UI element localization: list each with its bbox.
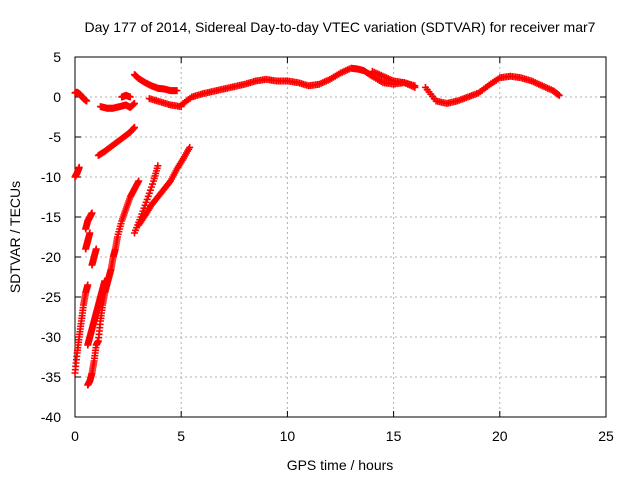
- data-point: [75, 163, 83, 171]
- x-tick-label: 25: [598, 428, 614, 444]
- data-point: [83, 97, 91, 105]
- series-arc-m: [82, 209, 96, 233]
- series-arc-c: [118, 91, 134, 101]
- y-tick-label: -35: [41, 369, 61, 385]
- x-tick-label: 5: [177, 428, 185, 444]
- data-point: [88, 209, 96, 217]
- axis-ticks: [74, 56, 607, 418]
- data-point: [126, 93, 134, 101]
- data-point: [186, 143, 194, 151]
- series-arc-n: [82, 229, 94, 253]
- y-tick-label: -15: [41, 209, 61, 225]
- y-tick-label: -25: [41, 289, 61, 305]
- series-arc-o: [88, 245, 100, 269]
- x-tick-label: 10: [280, 428, 296, 444]
- series-arc-i: [71, 281, 92, 377]
- data-point: [92, 245, 100, 253]
- data-point: [84, 281, 92, 289]
- y-tick-label: 0: [53, 89, 61, 105]
- y-tick-label: 5: [53, 49, 61, 65]
- series-arc-h: [421, 72, 563, 107]
- data-point: [130, 123, 138, 131]
- data-series: [71, 64, 563, 389]
- grid: [75, 57, 606, 417]
- x-axis-label: GPS time / hours: [287, 457, 394, 473]
- y-tick-label: -10: [41, 169, 61, 185]
- data-point: [135, 177, 143, 185]
- series-arc-p: [94, 123, 138, 159]
- series-arc-l: [71, 163, 83, 181]
- data-point: [86, 229, 94, 237]
- y-tick-label: -40: [41, 409, 61, 425]
- y-axis-label: SDTVAR / TECUs: [7, 181, 23, 293]
- x-tick-label: 20: [492, 428, 508, 444]
- data-point: [411, 83, 419, 91]
- series-arc-k: [84, 177, 143, 389]
- data-point: [130, 99, 138, 107]
- series-arc-d: [130, 71, 181, 95]
- series-arc-a: [71, 88, 91, 105]
- data-point: [154, 162, 162, 170]
- tick-labels: 0 5 10 15 20 25 -40 -35 -30 -25 -20 -15 -10 -5 0 5: [41, 49, 614, 444]
- series-arc-b: [96, 99, 138, 112]
- x-tick-label: 0: [71, 428, 79, 444]
- chart-title: Day 177 of 2014, Sidereal Day-to-day VTE…: [85, 19, 596, 35]
- x-tick-label: 15: [386, 428, 402, 444]
- y-tick-label: -20: [41, 249, 61, 265]
- data-point: [555, 91, 563, 99]
- data-point: [173, 87, 181, 95]
- series-arc-f: [177, 64, 419, 109]
- series-arc-g: [368, 67, 419, 91]
- y-tick-label: -30: [41, 329, 61, 345]
- plot-frame: [74, 56, 607, 418]
- y-tick-label: -5: [49, 129, 62, 145]
- series-arc-r: [135, 143, 194, 229]
